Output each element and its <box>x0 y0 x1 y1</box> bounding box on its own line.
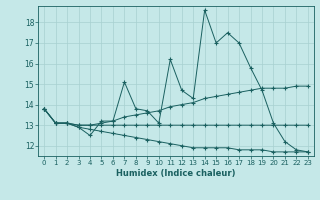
X-axis label: Humidex (Indice chaleur): Humidex (Indice chaleur) <box>116 169 236 178</box>
